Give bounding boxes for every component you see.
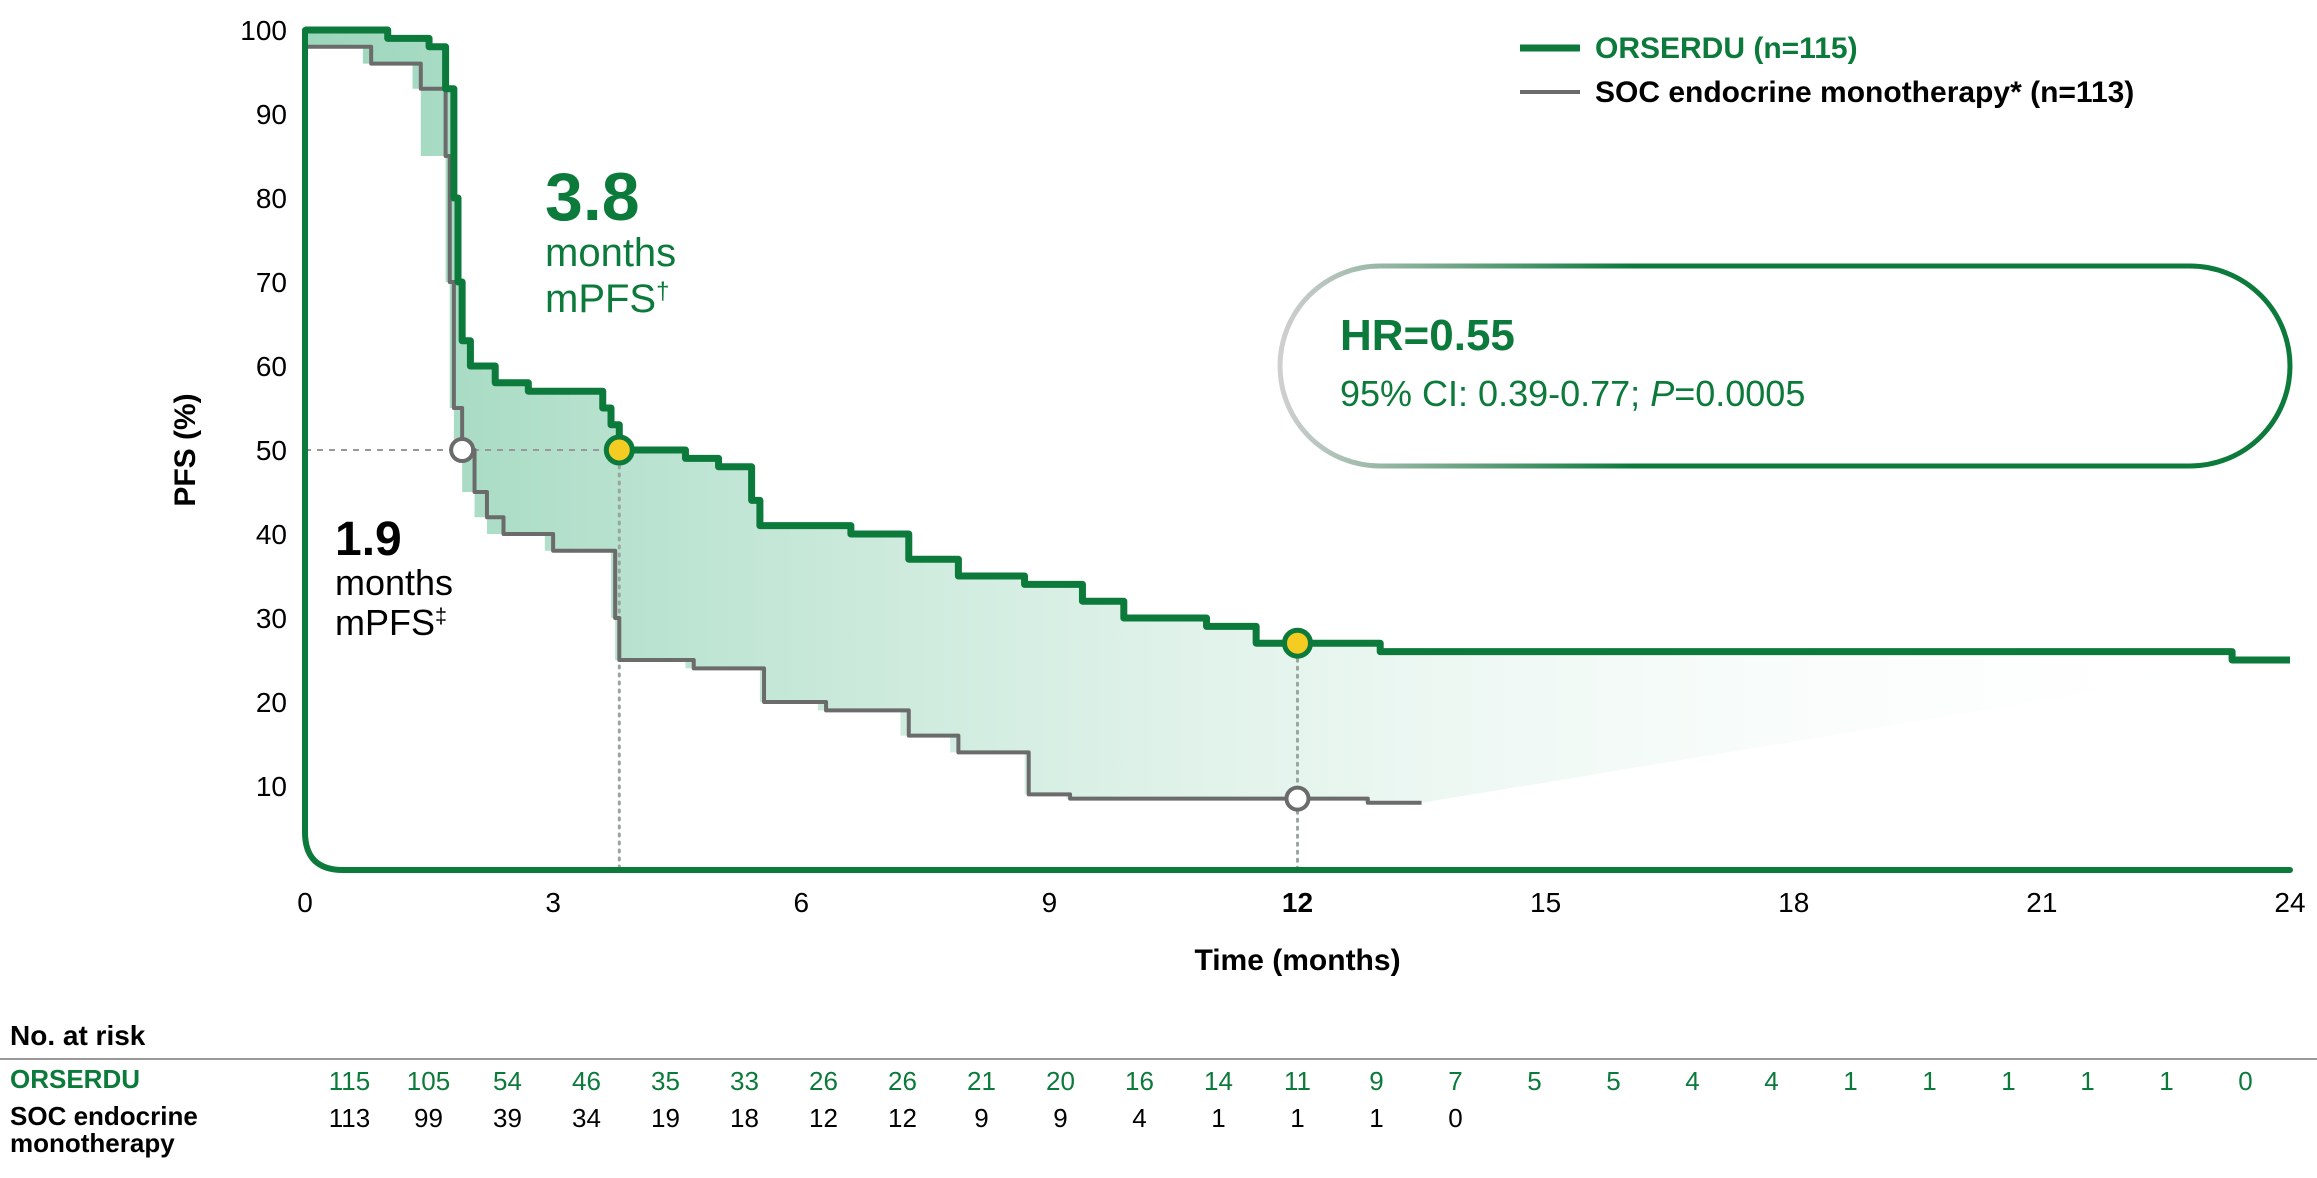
y-tick-label: 100 xyxy=(240,15,287,46)
risk-cell: 5 xyxy=(1574,1066,1653,1097)
risk-cell: 26 xyxy=(784,1066,863,1097)
risk-cell: 19 xyxy=(626,1103,705,1134)
risk-cell: 99 xyxy=(389,1103,468,1134)
risk-cell: 12 xyxy=(863,1103,942,1134)
y-tick-label: 80 xyxy=(256,183,287,214)
mpfs-soc-marker xyxy=(451,439,473,461)
risk-cell: 18 xyxy=(705,1103,784,1134)
y-tick-label: 70 xyxy=(256,267,287,298)
risk-cell: 9 xyxy=(942,1103,1021,1134)
x-tick-label: 15 xyxy=(1530,887,1561,918)
y-tick-label: 20 xyxy=(256,687,287,718)
soc-mpfs-value: 1.9 xyxy=(335,513,402,566)
orserdu-mpfs-metric: mPFS† xyxy=(545,277,669,321)
risk-row-cells: 1151055446353326262120161411975544111110 xyxy=(310,1066,2285,1097)
risk-cell: 4 xyxy=(1100,1103,1179,1134)
risk-cell: 46 xyxy=(547,1066,626,1097)
legend-label: ORSERDU (n=115) xyxy=(1595,32,1858,65)
orserdu-mpfs-value: 3.8 xyxy=(545,159,640,235)
y-tick-label: 90 xyxy=(256,99,287,130)
soc-mpfs-unit: months xyxy=(335,562,453,603)
risk-cell: 4 xyxy=(1732,1066,1811,1097)
risk-cell: 11 xyxy=(1258,1066,1337,1097)
x-tick-label: 24 xyxy=(2274,887,2305,918)
x-tick-label: 6 xyxy=(793,887,809,918)
risk-cell: 7 xyxy=(1416,1066,1495,1097)
risk-cell: 1 xyxy=(1890,1066,1969,1097)
risk-cell: 115 xyxy=(310,1066,389,1097)
risk-cell: 35 xyxy=(626,1066,705,1097)
risk-cell: 12 xyxy=(784,1103,863,1134)
y-axis-label: PFS (%) xyxy=(169,393,202,506)
soc-mpfs-metric: mPFS‡ xyxy=(335,602,447,643)
x-tick-label: 0 xyxy=(297,887,313,918)
risk-cell: 14 xyxy=(1179,1066,1258,1097)
no-at-risk-table: No. at risk ORSERDU115105544635332626212… xyxy=(0,1020,2317,1158)
risk-row-cells: 113993934191812129941110 xyxy=(310,1103,1495,1134)
risk-cell: 113 xyxy=(310,1103,389,1134)
x-tick-label: 21 xyxy=(2026,887,2057,918)
risk-cell: 1 xyxy=(1969,1066,2048,1097)
y-tick-label: 10 xyxy=(256,771,287,802)
risk-row: SOC endocrine monotherapy113993934191812… xyxy=(0,1097,2317,1158)
risk-row-label: ORSERDU xyxy=(0,1066,310,1093)
hr-ci: 95% CI: 0.39-0.77; P=0.0005 xyxy=(1340,373,1805,414)
x-tick-label: 3 xyxy=(545,887,561,918)
risk-cell: 105 xyxy=(389,1066,468,1097)
x-axis-label: Time (months) xyxy=(1194,944,1400,977)
orserdu-mpfs-unit: months xyxy=(545,231,676,275)
risk-cell: 1 xyxy=(1811,1066,1890,1097)
y-tick-label: 50 xyxy=(256,435,287,466)
risk-cell: 9 xyxy=(1337,1066,1416,1097)
x-tick-label: 12 xyxy=(1282,887,1313,918)
x-tick-label: 18 xyxy=(1778,887,1809,918)
risk-row: ORSERDU115105544635332626212016141197554… xyxy=(0,1060,2317,1097)
risk-row-label: SOC endocrine monotherapy xyxy=(0,1103,310,1158)
hr-value: HR=0.55 xyxy=(1340,311,1515,360)
no-at-risk-title: No. at risk xyxy=(0,1020,2317,1060)
risk-cell: 1 xyxy=(2048,1066,2127,1097)
risk-cell: 4 xyxy=(1653,1066,1732,1097)
risk-cell: 1 xyxy=(1179,1103,1258,1134)
legend-label: SOC endocrine monotherapy* (n=113) xyxy=(1595,76,2134,109)
risk-cell: 21 xyxy=(942,1066,1021,1097)
x-tick-label: 9 xyxy=(1042,887,1058,918)
risk-cell: 1 xyxy=(2127,1066,2206,1097)
risk-cell: 1 xyxy=(1337,1103,1416,1134)
risk-cell: 1 xyxy=(1258,1103,1337,1134)
risk-cell: 0 xyxy=(2206,1066,2285,1097)
y-tick-label: 40 xyxy=(256,519,287,550)
y-tick-label: 60 xyxy=(256,351,287,382)
hr-box xyxy=(1280,266,2290,466)
risk-cell: 33 xyxy=(705,1066,784,1097)
orserdu-12mo-marker xyxy=(1285,630,1311,656)
risk-cell: 54 xyxy=(468,1066,547,1097)
risk-cell: 20 xyxy=(1021,1066,1100,1097)
risk-cell: 0 xyxy=(1416,1103,1495,1134)
risk-cell: 16 xyxy=(1100,1066,1179,1097)
risk-cell: 9 xyxy=(1021,1103,1100,1134)
risk-cell: 34 xyxy=(547,1103,626,1134)
y-tick-label: 30 xyxy=(256,603,287,634)
km-chart: 102030405060708090100PFS (%)036912151821… xyxy=(0,0,2317,1178)
risk-cell: 5 xyxy=(1495,1066,1574,1097)
soc-12mo-marker xyxy=(1287,788,1309,810)
mpfs-orserdu-marker xyxy=(606,437,632,463)
risk-cell: 26 xyxy=(863,1066,942,1097)
risk-cell: 39 xyxy=(468,1103,547,1134)
